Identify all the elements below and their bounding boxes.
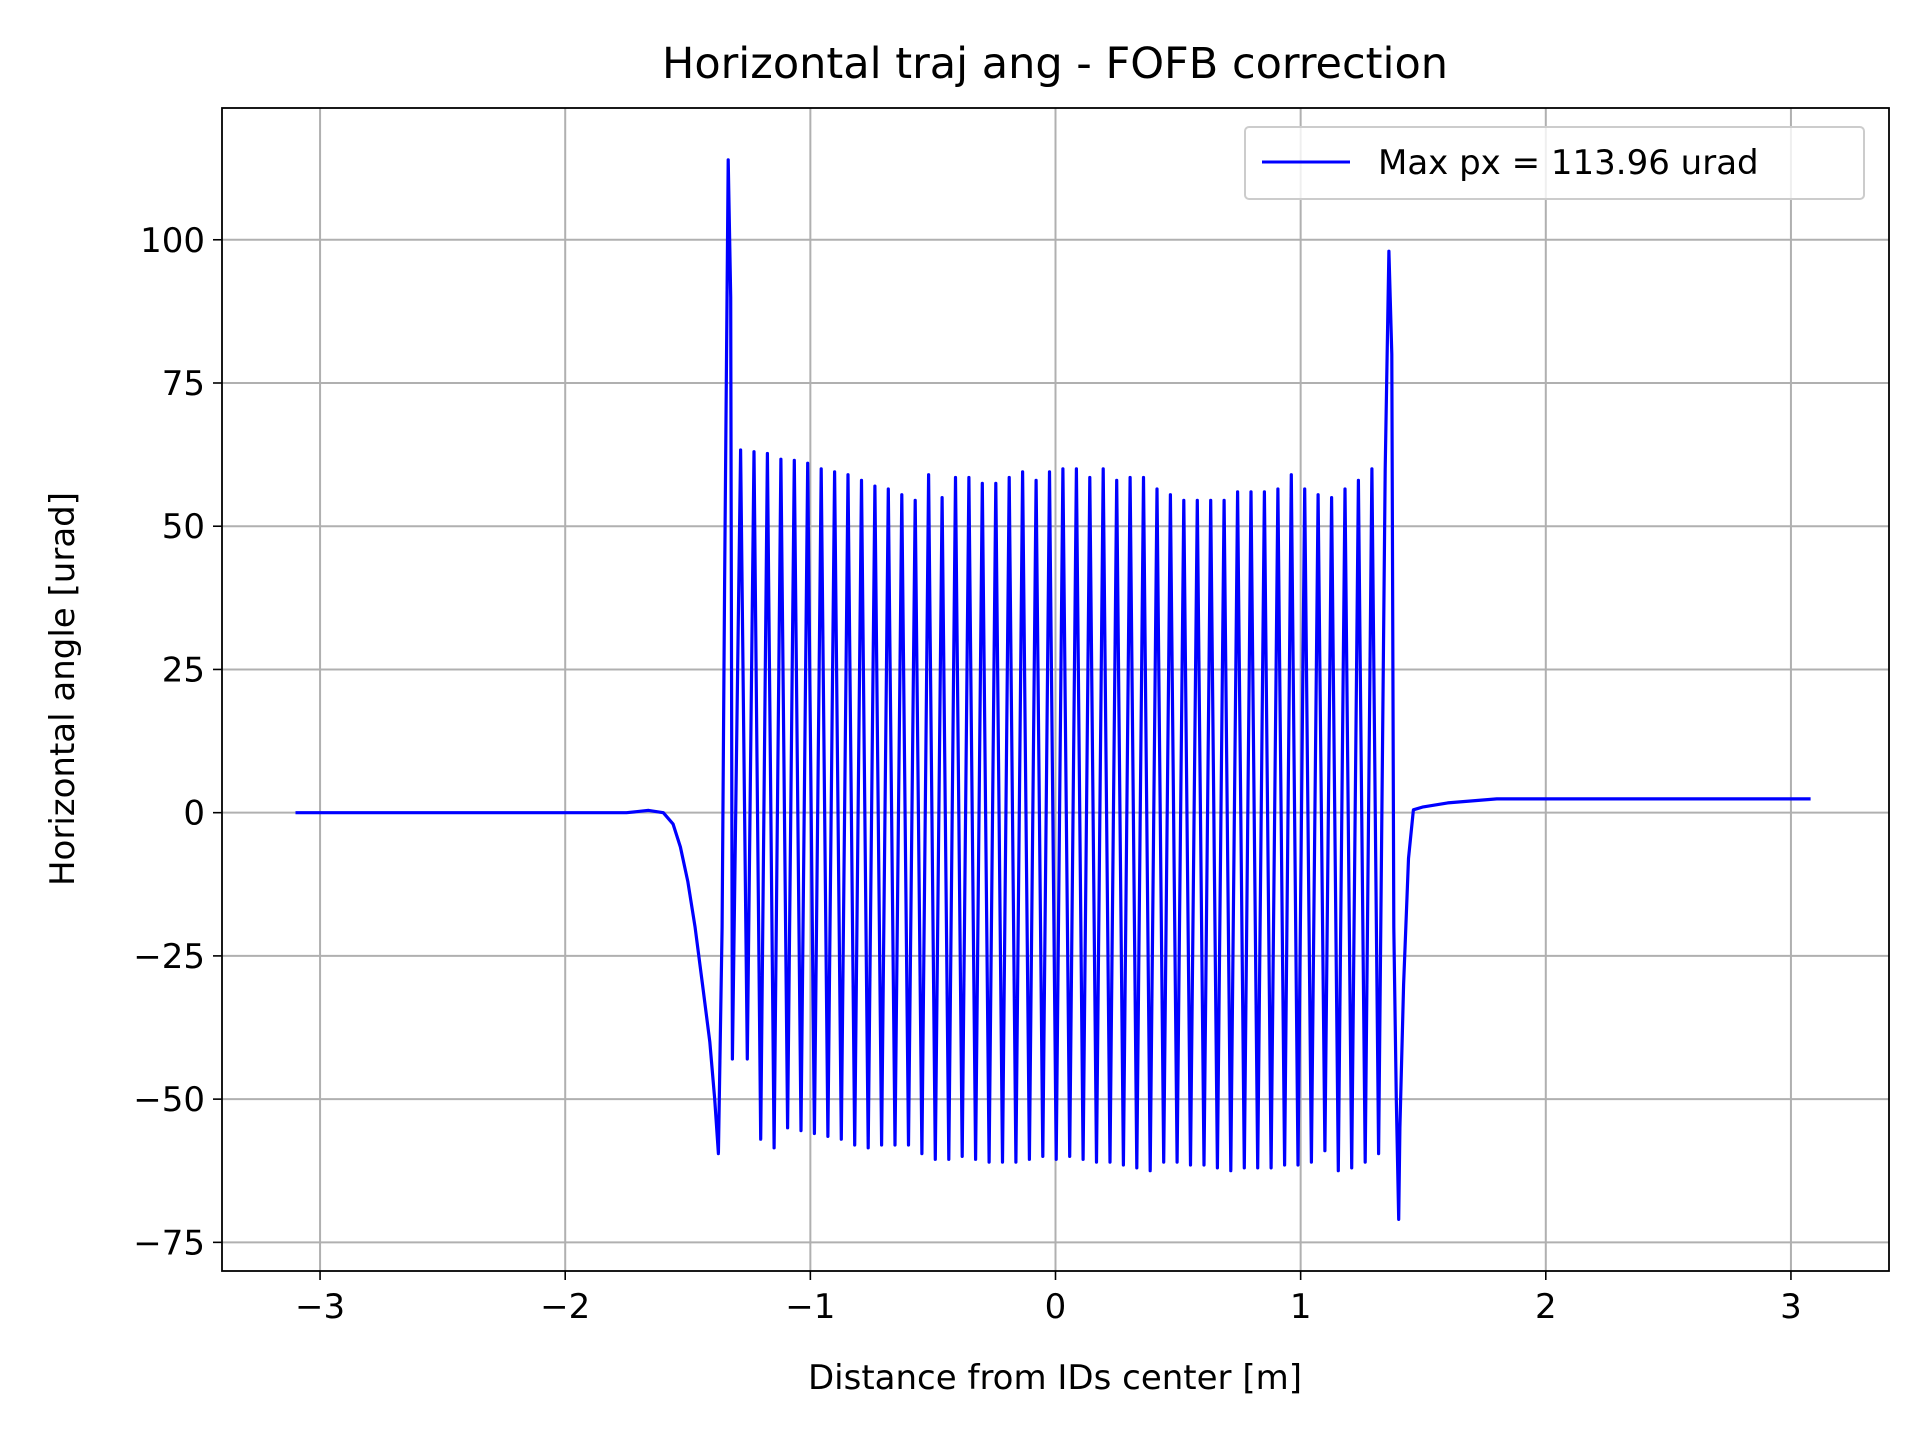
y-tick-label: 0 <box>183 794 205 834</box>
y-tick-label: −75 <box>133 1223 205 1263</box>
x-tick-label: 0 <box>1045 1287 1067 1327</box>
series-layer <box>295 158 1811 1221</box>
y-tick-label: 50 <box>162 507 205 547</box>
x-tick-label: 2 <box>1535 1287 1557 1327</box>
x-tick-label: −2 <box>540 1287 590 1327</box>
y-tick-label: −50 <box>133 1080 205 1120</box>
y-tick-label: 25 <box>162 650 205 690</box>
x-tick-label: −1 <box>785 1287 835 1327</box>
y-axis-label: Horizontal angle [urad] <box>43 492 83 886</box>
y-tick-label: −25 <box>133 937 205 977</box>
series-line <box>295 158 1811 1221</box>
chart-title: Horizontal traj ang - FOFB correction <box>662 39 1448 89</box>
x-tick-label: 3 <box>1780 1287 1802 1327</box>
y-tick-label: 75 <box>162 364 205 404</box>
legend-box <box>1244 126 1865 200</box>
legend-label: Max px = 113.96 urad <box>1378 143 1759 183</box>
plot-frame <box>221 107 1890 1272</box>
y-tick-label: 100 <box>140 221 205 261</box>
legend: Max px = 113.96 urad <box>1244 126 1865 200</box>
x-tick-label: −3 <box>295 1287 345 1327</box>
x-axis-label: Distance from IDs center [m] <box>808 1358 1302 1398</box>
x-tick-label: 1 <box>1290 1287 1312 1327</box>
axis-ticks: −3 −2 −1 0 1 2 3 −75 −50 −25 0 25 50 75 100 <box>133 221 1802 1327</box>
